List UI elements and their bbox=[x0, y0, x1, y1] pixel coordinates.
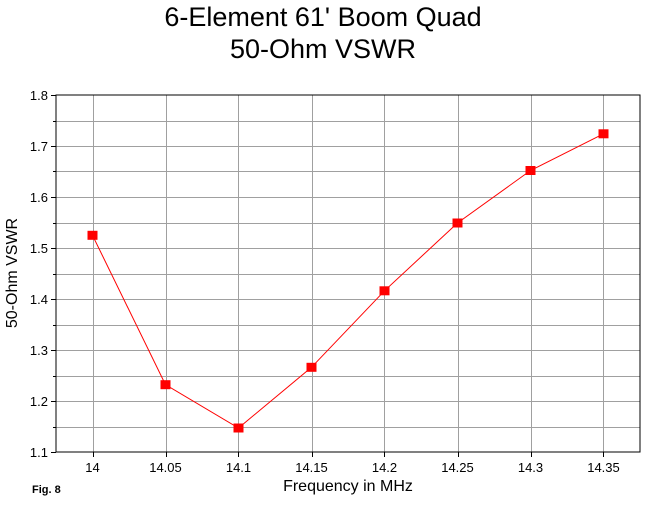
x-axis-label: Frequency in MHz bbox=[283, 478, 413, 495]
data-point-marker bbox=[306, 362, 317, 372]
y-tick-label: 1.4 bbox=[30, 292, 48, 307]
x-tick-label: 14.05 bbox=[149, 460, 182, 475]
data-point-marker bbox=[87, 230, 98, 240]
y-tick-label: 1.7 bbox=[30, 139, 48, 154]
x-tick-label: 14 bbox=[85, 460, 99, 475]
series-line bbox=[92, 133, 604, 429]
chart-subtitle: 50-Ohm VSWR bbox=[229, 34, 417, 64]
x-tick-label: 14.15 bbox=[295, 460, 328, 475]
data-point-marker bbox=[233, 423, 244, 433]
axis-ticks: 1.1 1.2 1.3 1.4 1.5 1.6 1.7 1.8 14 14.05 14.1 14.15… bbox=[30, 88, 620, 475]
y-tick-label: 1.3 bbox=[30, 343, 48, 358]
figure-label: Fig. 8 bbox=[32, 484, 61, 496]
y-tick-label: 1.6 bbox=[30, 190, 48, 205]
x-tick-label: 14.25 bbox=[441, 460, 474, 475]
x-tick-label: 14.3 bbox=[518, 460, 543, 475]
y-axis-label: 50-Ohm VSWR bbox=[4, 218, 21, 328]
y-tick-label: 1.8 bbox=[30, 88, 48, 103]
x-tick-label: 14.1 bbox=[226, 460, 251, 475]
series-layer bbox=[87, 129, 609, 433]
data-point-marker bbox=[452, 218, 463, 228]
y-tick-label: 1.2 bbox=[30, 394, 48, 409]
plot-area-frame bbox=[55, 94, 641, 453]
x-tick-label: 14.2 bbox=[372, 460, 397, 475]
data-point-marker bbox=[598, 129, 609, 139]
grid bbox=[56, 95, 640, 452]
y-tick-label: 1.1 bbox=[30, 445, 48, 460]
chart-title: 6-Element 61' Boom Quad bbox=[164, 2, 482, 32]
data-point-marker bbox=[525, 166, 536, 175]
y-tick-label: 1.5 bbox=[30, 241, 48, 256]
data-point-marker bbox=[379, 286, 390, 296]
x-tick-label: 14.35 bbox=[587, 460, 620, 475]
data-point-marker bbox=[160, 380, 171, 390]
